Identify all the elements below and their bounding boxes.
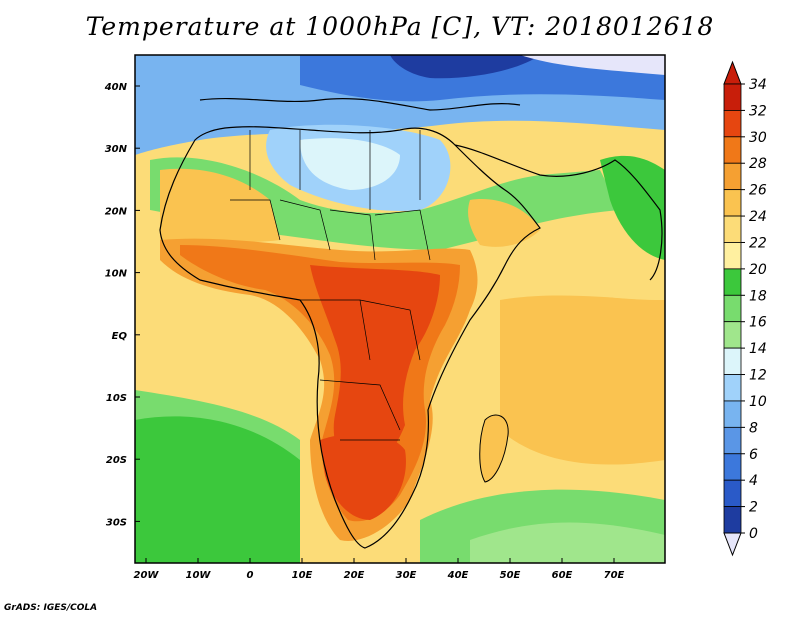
colorbar-label: 20 [749, 262, 767, 278]
southern-africa-hottest [320, 433, 406, 520]
map-frame [134, 54, 666, 564]
lon-tick-label: 20W [134, 570, 160, 581]
lon-tick-label: 40E [447, 570, 469, 581]
lat-tick-labels: 40N 30N 20N 10N EQ 10S 20S 30S [104, 82, 140, 528]
colorbar-over-triangle [723, 60, 742, 85]
colorbar-label: 2 [749, 500, 758, 516]
colorbar-label: 18 [749, 288, 767, 304]
footer-credit: GrADS: IGES/COLA [4, 603, 98, 613]
colorbar-swatch [723, 189, 742, 217]
colorbar-label: 26 [749, 183, 767, 199]
lat-tick-label: 20N [105, 206, 128, 217]
south-atlantic-cooler [135, 416, 300, 563]
arabia-india-outline [454, 144, 663, 281]
colorbar-label: 22 [749, 235, 767, 251]
colorbar-label: 10 [749, 394, 767, 410]
lat-tick-label: 20S [106, 455, 127, 466]
lat-tick-label: 30N [105, 144, 128, 155]
colorbar-swatch [723, 374, 742, 402]
colorbar-swatch [723, 479, 742, 507]
central-africa-hottest [310, 265, 440, 480]
lon-tick-label: 0 [247, 570, 254, 581]
colorbar-swatch [723, 294, 742, 323]
lon-tick-label: 60E [552, 570, 573, 581]
lon-tick-label: 30E [396, 570, 417, 581]
colorbar-label: 16 [749, 315, 767, 331]
colorbar-label: 0 [749, 526, 758, 542]
map-title: Temperature at 1000hPa [C], VT: 20180126… [85, 12, 715, 41]
colorbar-swatch [723, 83, 742, 111]
colorbar-swatch [723, 242, 742, 270]
colorbar-label: 28 [749, 156, 767, 172]
madagascar [479, 414, 509, 483]
mediterranean-north-coast [199, 97, 521, 111]
colorbar-swatch [723, 136, 742, 164]
lon-tick-labels: 20W 10W 0 10E 20E 30E 40E 50E 60E 70E [134, 558, 625, 581]
lon-tick-label: 50E [500, 570, 521, 581]
indian-ocean-warm [500, 295, 665, 465]
colorbar-swatch [723, 110, 742, 138]
lat-tick-label: 10S [106, 393, 127, 404]
caspian-coldest [520, 55, 665, 75]
central-southern-borders [300, 299, 421, 441]
lon-tick-label: 10W [186, 570, 212, 581]
colorbar-label: 8 [749, 420, 758, 436]
horn-warm [468, 199, 540, 247]
lat-tick-label: 40N [104, 82, 128, 93]
temperature-field [135, 55, 665, 563]
north-africa-borders [249, 130, 421, 210]
lon-tick-label: 20E [344, 570, 365, 581]
colorbar-label: 30 [749, 130, 767, 146]
colorbar-label: 12 [749, 368, 767, 384]
lat-tick-label: 10N [105, 269, 128, 280]
colorbar-label: 32 [749, 103, 767, 119]
country-borders [230, 130, 431, 441]
colorbar-label: 14 [749, 341, 767, 357]
colorbar-swatch [723, 321, 742, 349]
colorbar-swatch [723, 506, 742, 534]
colorbar-swatch [723, 215, 742, 243]
colorbar-label: 4 [749, 473, 758, 489]
north-colder-band [300, 55, 665, 102]
lon-tick-label: 70E [604, 570, 625, 581]
black-sea-cold [390, 55, 540, 79]
lat-tick-label: 30S [106, 517, 127, 528]
colorbar-swatch [723, 162, 742, 191]
colorbar-under-triangle [723, 532, 742, 557]
colorbar-label: 34 [749, 77, 767, 93]
colorbar-label: 24 [749, 209, 767, 225]
colorbar-label: 6 [749, 447, 758, 463]
lon-tick-label: 10E [292, 570, 313, 581]
africa-outline [159, 126, 541, 549]
sahel-borders [230, 199, 431, 261]
india-cool [600, 155, 665, 260]
colorbar-swatch [723, 453, 742, 481]
sahara-coolest [300, 138, 400, 190]
colorbar-swatch [723, 347, 742, 375]
southern-indian-cooler [470, 522, 665, 563]
colorbar-swatch [723, 400, 742, 428]
lat-tick-label: EQ [112, 331, 128, 342]
coastlines [159, 97, 663, 549]
colorbar-swatch [723, 268, 742, 296]
colorbar-swatch [723, 426, 742, 455]
